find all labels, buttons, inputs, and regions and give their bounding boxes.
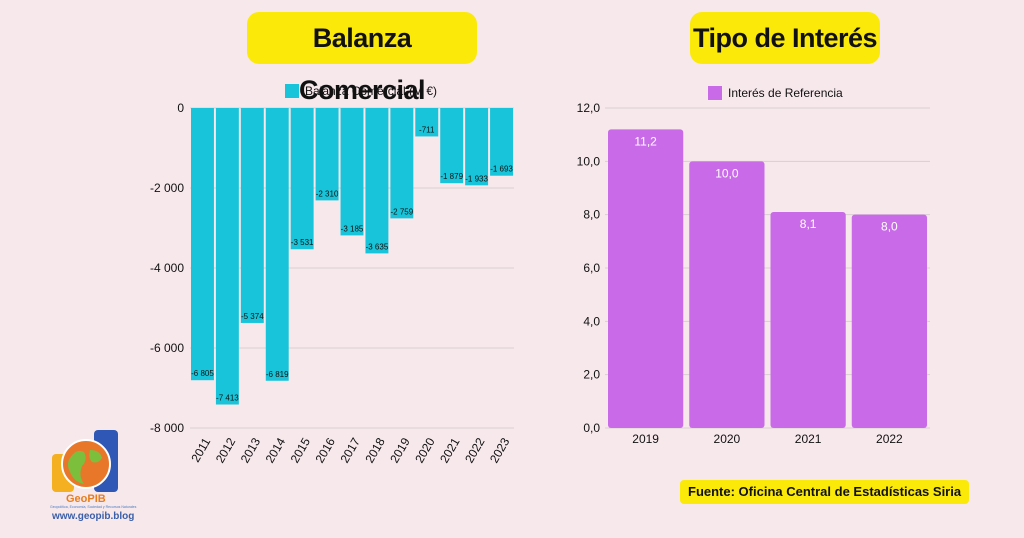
bar-value-label: -5 374 [241, 312, 264, 321]
bar [340, 108, 364, 236]
chart-title-interest-rate: Tipo de Interés [690, 12, 880, 64]
source-note: Fuente: Oficina Central de Estadísticas … [680, 480, 970, 504]
bar-value-label: -1 879 [440, 172, 463, 181]
legend-swatch [285, 84, 299, 98]
y-tick-label: 2,0 [583, 368, 600, 382]
y-tick-label: 8,0 [583, 208, 600, 222]
bar [415, 108, 439, 137]
y-tick-label: 10,0 [577, 154, 601, 168]
bar [240, 108, 264, 323]
bar-value-label: -6 805 [191, 369, 214, 378]
y-tick-label: 0 [177, 101, 184, 115]
bar [440, 108, 464, 184]
bar-value-label: 8,1 [800, 217, 817, 231]
bar-value-label: 10,0 [715, 166, 739, 180]
bar-value-label: -3 531 [291, 238, 314, 247]
bar-value-label: -7 413 [216, 394, 239, 403]
legend-label: Balanza Comercial (M €) [305, 84, 437, 98]
legend-swatch [708, 86, 722, 100]
x-tick-label: 2022 [876, 432, 903, 446]
bar-value-label: 8,0 [881, 220, 898, 234]
bar-value-label: -711 [419, 125, 435, 134]
logo-url: www.geopib.blog [52, 511, 135, 522]
bar [770, 212, 846, 428]
x-tick-label: 2020 [714, 432, 741, 446]
bar-value-label: -1 933 [465, 174, 488, 183]
bar-value-label: -6 819 [266, 370, 289, 379]
y-tick-label: -2 000 [150, 181, 184, 195]
logo-tagline: Geopolítica, Economía, Sociedad y Recurs… [50, 505, 137, 509]
y-tick-label: 12,0 [577, 101, 601, 115]
bar-value-label: -2 310 [316, 189, 339, 198]
bar [608, 129, 684, 429]
bar-value-label: -1 693 [490, 165, 513, 174]
chart-title-trade-balance: Balanza Comercial [247, 12, 477, 105]
legend-label: Interés de Referencia [728, 86, 843, 100]
x-tick-label: 2021 [795, 432, 822, 446]
y-tick-label: 4,0 [583, 314, 600, 328]
geopib-logo [52, 430, 118, 492]
y-tick-label: -8 000 [150, 421, 184, 435]
bar [290, 108, 314, 250]
bar-value-label: 11,2 [634, 134, 657, 148]
logo-name: GeoPIB [66, 493, 106, 505]
y-tick-label: -6 000 [150, 341, 184, 355]
bar-value-label: -3 185 [341, 224, 364, 233]
bar [215, 108, 239, 405]
bar [265, 108, 289, 381]
bar [365, 108, 389, 254]
bar [465, 108, 489, 186]
y-tick-label: 0,0 [583, 421, 600, 435]
bar [851, 214, 927, 428]
bar-value-label: -3 635 [366, 242, 389, 251]
bar [315, 108, 339, 201]
y-tick-label: -4 000 [150, 261, 184, 275]
bar-value-label: -2 759 [391, 207, 414, 216]
x-tick-label: 2019 [632, 432, 659, 446]
y-tick-label: 6,0 [583, 261, 600, 275]
bar [390, 108, 414, 219]
bar [689, 161, 765, 429]
bar [191, 108, 214, 381]
bar [490, 108, 513, 176]
